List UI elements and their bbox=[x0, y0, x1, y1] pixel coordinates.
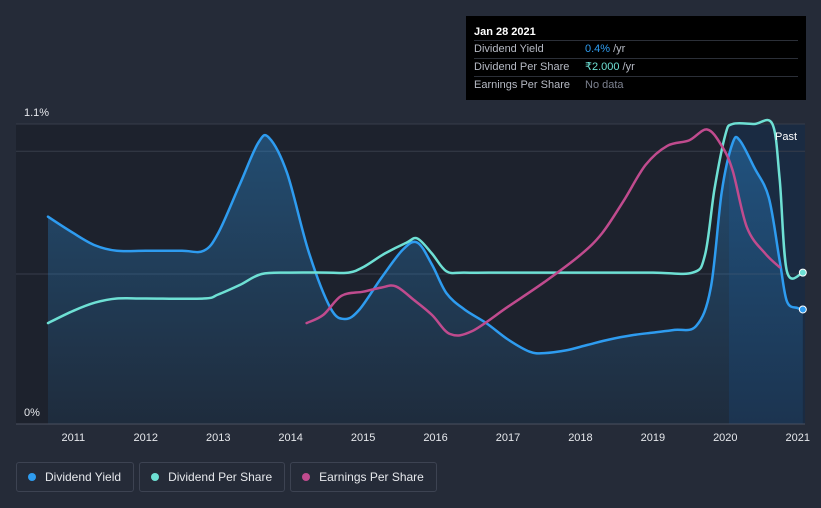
y-axis-ticks: 1.1% 0% bbox=[24, 107, 49, 419]
tooltip-unit: /yr bbox=[622, 61, 635, 73]
tooltip-unit: /yr bbox=[613, 43, 626, 55]
x-tick-label: 2012 bbox=[134, 432, 158, 444]
legend: Dividend Yield Dividend Per Share Earnin… bbox=[16, 462, 442, 492]
legend-dot-icon bbox=[28, 473, 36, 481]
y-tick-label: 1.1% bbox=[24, 107, 49, 119]
tooltip-row-dividend-per-share: Dividend Per Share ₹2.000 /yr bbox=[474, 58, 798, 76]
x-tick-label: 2019 bbox=[641, 432, 665, 444]
tooltip-label: Dividend Yield bbox=[474, 43, 544, 55]
legend-item-dividend-per-share[interactable]: Dividend Per Share bbox=[139, 462, 286, 492]
x-tick-label: 2021 bbox=[786, 432, 810, 444]
end-markers bbox=[798, 268, 807, 314]
tooltip-row-earnings-per-share: Earnings Per Share No data bbox=[474, 76, 798, 94]
tooltip-label: Earnings Per Share bbox=[474, 79, 570, 91]
legend-item-dividend-yield[interactable]: Dividend Yield bbox=[16, 462, 135, 492]
series-line-dividend-yield bbox=[46, 133, 805, 355]
x-tick-label: 2017 bbox=[496, 432, 520, 444]
tooltip-value: 0.4% bbox=[585, 43, 611, 55]
dividend-yield-area bbox=[48, 135, 803, 425]
x-tick-label: 2015 bbox=[351, 432, 375, 444]
legend-dot-icon bbox=[151, 473, 160, 481]
x-tick-label: 2014 bbox=[278, 432, 302, 444]
legend-label: Dividend Per Share bbox=[168, 470, 273, 484]
tooltip-label: Dividend Per Share bbox=[474, 61, 570, 73]
tooltip-value: No data bbox=[585, 79, 624, 91]
x-tick-label: 2018 bbox=[568, 432, 592, 444]
series-lines bbox=[46, 118, 805, 355]
x-tick-label: 2016 bbox=[423, 432, 447, 444]
legend-item-earnings-per-share[interactable]: Earnings Per Share bbox=[290, 462, 437, 492]
tooltip-row-dividend-yield: Dividend Yield 0.4% /yr bbox=[474, 40, 798, 58]
tooltip-value: ₹2.000 bbox=[585, 61, 620, 73]
past-label: Past bbox=[775, 131, 797, 143]
end-marker-dividend-yield bbox=[798, 305, 807, 314]
x-tick-label: 2013 bbox=[206, 432, 230, 444]
legend-label: Earnings Per Share bbox=[319, 470, 424, 484]
x-axis-ticks: 2011 2012 2013 2014 2015 2016 2017 2018 2019 2020… bbox=[62, 432, 810, 444]
x-tick-label: 2020 bbox=[713, 432, 737, 444]
tooltip: Jan 28 2021 Dividend Yield 0.4% /yr Divi… bbox=[466, 16, 806, 100]
legend-dot-icon bbox=[302, 473, 311, 481]
legend-label: Dividend Yield bbox=[45, 470, 122, 484]
end-marker-dividend-per-share bbox=[798, 268, 807, 277]
dividend-chart[interactable]: 2011 2012 2013 2014 2015 2016 2017 2018 2019 2020… bbox=[0, 0, 821, 455]
series-line-earnings-per-share bbox=[305, 128, 781, 337]
x-tick-label: 2011 bbox=[62, 432, 86, 444]
series-line-dividend-per-share bbox=[46, 118, 805, 325]
y-tick-label: 0% bbox=[24, 407, 40, 419]
tooltip-date: Jan 28 2021 bbox=[474, 26, 536, 38]
